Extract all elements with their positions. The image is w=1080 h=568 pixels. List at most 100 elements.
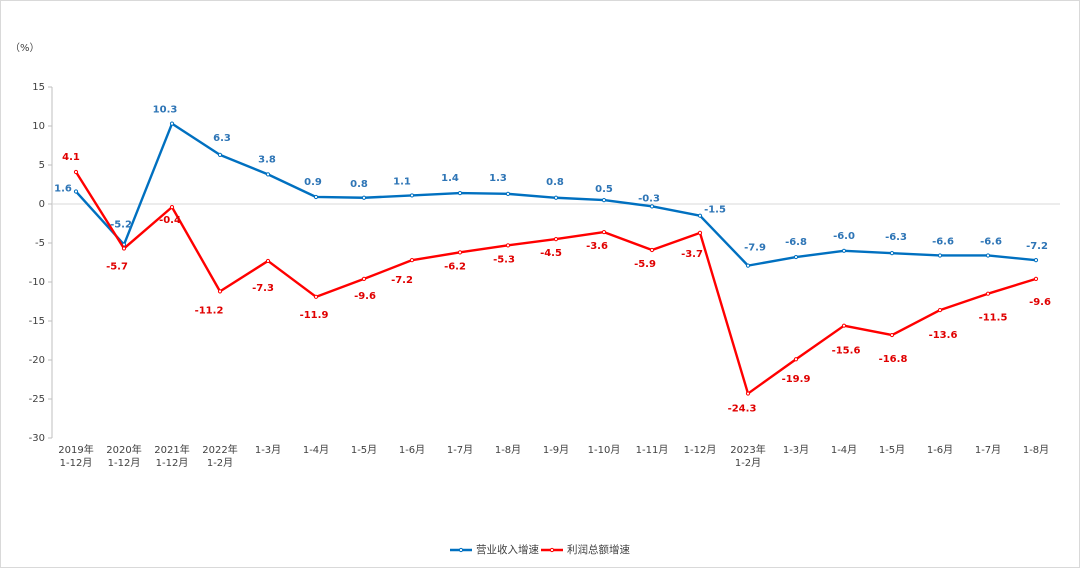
- x-tick-label: 1-8月: [495, 444, 521, 456]
- x-tick-label: 2021年 1-12月: [154, 443, 189, 469]
- data-point: [505, 191, 511, 196]
- data-label: 0.8: [350, 179, 368, 190]
- data-label: -16.8: [879, 354, 908, 365]
- data-label: -24.3: [728, 404, 757, 415]
- data-point: [409, 193, 415, 198]
- data-point: [841, 248, 847, 253]
- data-point: [553, 237, 559, 242]
- data-point: [937, 253, 943, 258]
- data-point: [1033, 258, 1039, 263]
- x-tick-label: 1-5月: [879, 444, 905, 456]
- data-label: -11.2: [195, 305, 224, 316]
- data-label: -7.3: [252, 283, 274, 294]
- data-point: [889, 332, 895, 338]
- data-label: -4.5: [540, 248, 562, 259]
- x-tick-label-line: 1-2月: [207, 457, 233, 469]
- data-label: -6.3: [885, 232, 907, 243]
- y-tick-label: -10: [29, 277, 45, 288]
- x-tick-label-line: 1-2月: [735, 457, 761, 469]
- data-point: [985, 291, 991, 296]
- x-tick-label: 1-7月: [447, 444, 473, 456]
- data-point: [265, 172, 271, 177]
- data-label: 1.1: [393, 176, 411, 187]
- x-tick-label-line: 1-6月: [399, 444, 425, 456]
- data-point: [745, 263, 751, 268]
- legend-marker-profit-growth: [549, 547, 555, 553]
- data-label: -9.6: [1029, 297, 1051, 308]
- data-label: -9.6: [354, 291, 376, 302]
- data-label: 1.6: [54, 184, 72, 195]
- x-tick-label-line: 1-12月: [156, 457, 189, 469]
- y-tick-label: -25: [29, 394, 45, 405]
- x-tick-label-line: 2022年: [202, 443, 237, 456]
- data-point: [1033, 276, 1039, 281]
- x-tick-label: 2020年 1-12月: [106, 443, 141, 469]
- data-point: [553, 195, 559, 200]
- x-tick-label: 1-6月: [927, 444, 953, 456]
- x-tick-label: 1-9月: [543, 444, 569, 456]
- data-label: -5.3: [493, 254, 515, 265]
- x-tick-label: 1-4月: [303, 444, 329, 456]
- y-tick-label: -15: [29, 316, 45, 327]
- x-tick-label: 1-8月: [1023, 444, 1049, 456]
- data-label: -3.7: [681, 249, 703, 260]
- x-tick-label-line: 1-3月: [255, 444, 281, 456]
- x-tick-label-line: 1-6月: [927, 444, 953, 456]
- data-point: [601, 198, 607, 203]
- data-label: -6.8: [785, 237, 807, 248]
- y-tick-label: 10: [32, 121, 45, 132]
- data-label: -0.3: [638, 193, 660, 204]
- data-point: [361, 195, 367, 200]
- x-tick-label-line: 1-7月: [447, 444, 473, 456]
- x-tick-label-line: 2019年: [58, 443, 93, 456]
- data-label: -1.5: [704, 205, 726, 216]
- series-revenue-growth: 1.6 -5.2 10.3 6.3 3.8 0.9 0.8 1.1 1.4 1.3 0.8 0.5 -0…: [54, 105, 1048, 268]
- data-label: -5.2: [110, 220, 132, 231]
- data-point: [601, 229, 607, 235]
- x-tick-label: 1-12月: [684, 444, 717, 456]
- y-tick-label: 15: [32, 82, 45, 93]
- y-tick-label: 5: [39, 160, 45, 171]
- data-point: [985, 253, 991, 258]
- legend-label-revenue-growth: 营业收入增速: [476, 543, 539, 556]
- data-point: [457, 190, 463, 196]
- x-tick-label-line: 1-12月: [684, 444, 717, 456]
- data-label: -11.9: [300, 310, 329, 321]
- data-point: [169, 121, 175, 126]
- data-point: [169, 205, 175, 210]
- x-tick-label-line: 1-9月: [543, 444, 569, 456]
- x-tick-label: 1-11月: [636, 444, 669, 456]
- data-point: [505, 243, 511, 248]
- y-axis-unit-label: （%）: [10, 42, 40, 54]
- x-tick-label-line: 1-5月: [879, 444, 905, 456]
- x-tick-label-line: 2023年: [730, 443, 765, 456]
- x-tick-label-line: 1-5月: [351, 444, 377, 456]
- data-label: 0.5: [595, 184, 613, 195]
- x-tick-label-line: 1-7月: [975, 444, 1001, 456]
- data-label: 1.3: [489, 173, 507, 184]
- data-label: 0.8: [546, 177, 564, 188]
- legend-marker-revenue-growth: [458, 547, 464, 553]
- y-tick-label: 0: [39, 199, 45, 210]
- data-label: -13.6: [929, 330, 958, 341]
- x-tick-label: 1-3月: [255, 444, 281, 456]
- data-point: [265, 258, 271, 264]
- data-point: [73, 169, 79, 175]
- data-point: [217, 152, 223, 157]
- data-label: -6.6: [980, 236, 1002, 247]
- data-point: [745, 391, 751, 396]
- x-tick-label: 1-10月: [588, 444, 621, 456]
- data-label: -11.5: [979, 313, 1008, 324]
- legend: 营业收入增速 利润总额增速: [450, 543, 630, 556]
- data-point: [409, 258, 415, 263]
- data-label: -0.4: [159, 215, 181, 226]
- data-point: [841, 323, 847, 328]
- data-point: [793, 254, 799, 260]
- x-tick-label-line: 1-8月: [1023, 444, 1049, 456]
- data-label: -5.7: [106, 261, 128, 272]
- data-label: -6.0: [833, 231, 855, 242]
